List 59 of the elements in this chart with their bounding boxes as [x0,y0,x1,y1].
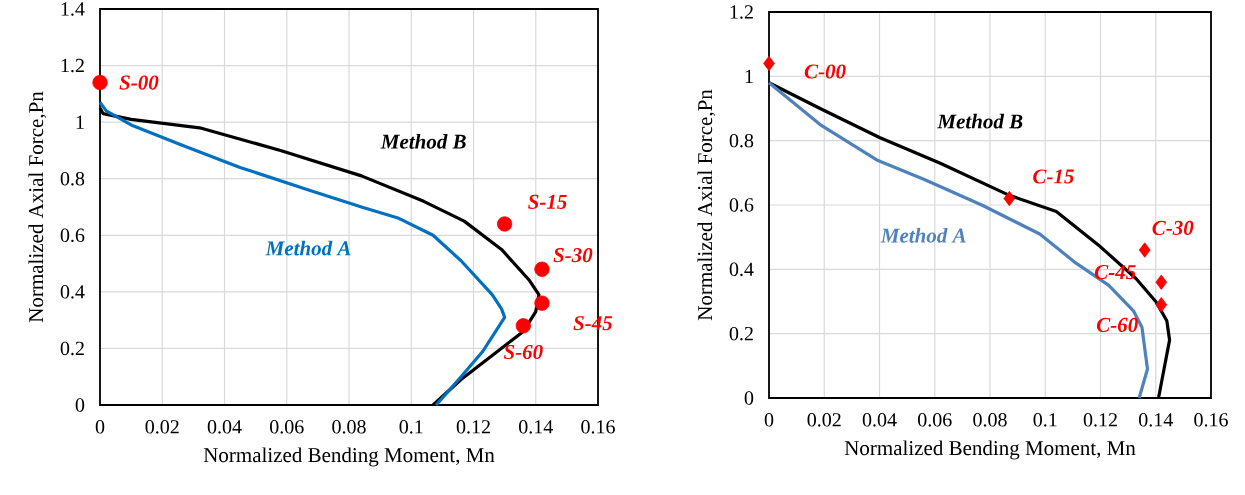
x-tick-label: 0.06 [270,420,304,434]
y-tick-label: 0.8 [729,133,754,148]
y-tick-label: 0.6 [60,228,85,243]
point [1138,242,1151,258]
y-tick-label: 0.4 [60,285,85,299]
point [1155,274,1168,290]
point [92,74,108,91]
x-tick-label: 0.16 [581,420,615,434]
annotation: C-30 [1152,220,1194,235]
y-tick-label: 1.2 [730,5,753,19]
x-tick-label: 0.1 [399,420,423,434]
annotation: S-00 [119,75,159,90]
x-tick-label: 0.12 [1083,413,1117,427]
y-tick-label: 0.2 [60,341,84,356]
y-tick-label: 1 [745,69,753,83]
annotation: S-60 [503,344,543,360]
x-tick-label: 0.14 [1139,413,1173,427]
point [497,216,513,232]
y-tick-label: 0.6 [729,198,754,212]
x-tick-label: 0.08 [973,413,1007,427]
y-tick-label: 0.8 [60,171,85,186]
x-axis-title: Normalized Bending Moment, Mn [203,447,495,467]
x-tick-label: 0.1 [1033,413,1057,427]
x-tick-label: 0.16 [1194,413,1228,427]
point [1003,190,1016,207]
x-tick-label: 0.04 [862,413,897,427]
point [515,318,531,334]
x-tick-label: 0.08 [332,420,366,434]
series-label: Method B [937,113,1023,129]
y-axis-title: Normalized Axial Force,Pn [697,89,716,321]
x-axis-title: Normalized Bending Moment, Mn [844,440,1136,460]
y-tick-label: 0.2 [729,326,753,341]
point [534,295,550,311]
annotation: S-30 [553,248,593,263]
y-tick-label: 0 [744,391,754,405]
x-tick-label: 0 [764,413,774,427]
x-tick-label: 0.02 [145,420,179,434]
y-tick-label: 0 [75,398,85,412]
y-axis-title: Normalized Axial Force,Pn [28,91,47,323]
series-label: Method A [265,240,351,256]
series-label: Method B [380,133,466,149]
series-label: Method A [880,227,966,243]
x-tick-label: 0.04 [207,420,242,434]
x-tick-label: 0.02 [807,413,841,427]
annotation: C-60 [1096,317,1138,332]
annotation: C-15 [1033,169,1074,184]
annotation: S-15 [528,194,567,209]
x-tick-label: 0 [95,420,105,434]
y-tick-label: 1.4 [61,2,85,16]
point [534,261,550,277]
annotation: C-00 [804,64,846,79]
x-tick-label: 0.12 [456,420,490,434]
y-tick-label: 0.4 [729,262,754,277]
x-tick-label: 0.06 [918,413,952,427]
x-tick-label: 0.14 [519,420,553,434]
y-tick-label: 1.2 [61,58,84,73]
y-tick-label: 1 [76,115,84,129]
point [763,55,775,72]
point [1155,297,1168,313]
